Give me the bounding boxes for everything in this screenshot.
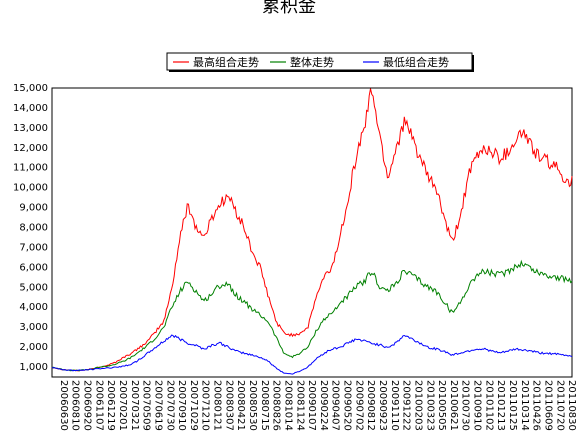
x-tick-label: 20090224 <box>318 380 329 431</box>
y-tick-label: 15,000 <box>13 83 48 94</box>
y-tick-label: 12,000 <box>13 143 48 154</box>
y-tick-label: 9,000 <box>19 203 48 214</box>
x-tick-label: 20060810 <box>70 380 81 431</box>
x-tick-label: 20081124 <box>294 380 305 431</box>
x-tick-label: 20090702 <box>353 380 364 431</box>
x-tick-label: 20090407 <box>330 380 341 431</box>
y-tick-label: 4,000 <box>19 302 48 313</box>
y-tick-label: 11,000 <box>13 163 48 174</box>
x-tick-label: 20110426 <box>531 380 542 431</box>
x-tick-label: 20070730 <box>164 380 175 431</box>
legend-label: 整体走势 <box>290 55 334 69</box>
x-tick-label: 20080715 <box>259 380 270 431</box>
x-tick-label: 20100323 <box>424 380 435 431</box>
tick-labels: 1,000 2,000 3,000 4,000 5,000 6,000 7,000 8,000… <box>13 83 577 431</box>
x-tick-label: 20100505 <box>436 380 447 431</box>
x-tick-label: 20100730 <box>460 380 471 431</box>
x-tick-label: 20080121 <box>212 380 223 431</box>
y-tick-label: 10,000 <box>13 183 48 194</box>
y-tick-label: 3,000 <box>19 322 48 333</box>
x-tick-label: 20071210 <box>200 380 211 431</box>
x-tick-label: 20060630 <box>58 380 69 431</box>
x-tick-label: 20101213 <box>495 380 506 431</box>
y-tick-label: 14,000 <box>13 103 48 114</box>
x-tick-label: 20061219 <box>105 380 116 431</box>
x-tick-label: 20110125 <box>507 380 518 431</box>
x-tick-label: 20071029 <box>188 380 199 431</box>
x-tick-label: 20100203 <box>412 380 423 431</box>
x-tick-label: 20090812 <box>365 380 376 431</box>
y-tick-label: 5,000 <box>19 282 48 293</box>
x-tick-label: 20100910 <box>472 380 483 431</box>
x-tick-label: 20091110 <box>389 380 400 431</box>
series-line-2 <box>51 259 573 372</box>
chart-title: 累积金 <box>262 0 316 17</box>
x-tick-label: 20070509 <box>141 380 152 431</box>
y-tick-label: 7,000 <box>19 242 48 253</box>
x-tick-label: 20080421 <box>235 380 246 431</box>
x-tick-label: 20080826 <box>271 380 282 431</box>
legend-box <box>166 52 473 71</box>
x-tick-label: 20070910 <box>176 380 187 431</box>
plot-area <box>51 87 573 378</box>
y-tick-label: 1,000 <box>19 362 48 373</box>
series-line-3 <box>51 334 573 375</box>
x-tick-label: 20091222 <box>401 380 412 431</box>
x-tick-label: 20070321 <box>129 380 140 431</box>
y-tick-label: 6,000 <box>19 262 48 273</box>
x-tick-label: 20110720 <box>554 380 565 431</box>
x-tick-label: 20101102 <box>483 380 494 431</box>
axes <box>51 87 573 378</box>
x-tick-label: 20090923 <box>377 380 388 431</box>
x-tick-label: 20110314 <box>519 380 530 431</box>
x-tick-label: 20081014 <box>282 380 293 431</box>
x-tick-label: 20070619 <box>152 380 163 431</box>
y-tick-label: 8,000 <box>19 223 48 234</box>
x-tick-label: 20070201 <box>117 380 128 431</box>
x-tick-label: 20080530 <box>247 380 258 431</box>
x-tick-label: 20110830 <box>566 380 577 431</box>
x-tick-label: 20090107 <box>306 380 317 431</box>
x-tick-label: 20060920 <box>82 380 93 431</box>
legend-label: 最高组合走势 <box>193 55 259 69</box>
x-tick-label: 20061107 <box>93 380 104 431</box>
x-tick-label: 20100621 <box>448 380 459 431</box>
x-tick-label: 20090520 <box>342 380 353 431</box>
y-tick-label: 2,000 <box>19 342 48 353</box>
series-line-1 <box>51 88 573 372</box>
series-layer <box>51 88 573 375</box>
legend-label: 最低组合走势 <box>383 55 449 69</box>
x-tick-label: 20080307 <box>223 380 234 431</box>
x-tick-label: 20110609 <box>542 380 553 431</box>
y-tick-label: 13,000 <box>13 123 48 134</box>
legend: 最高组合走势 整体走势 最低组合走势 <box>166 52 474 72</box>
